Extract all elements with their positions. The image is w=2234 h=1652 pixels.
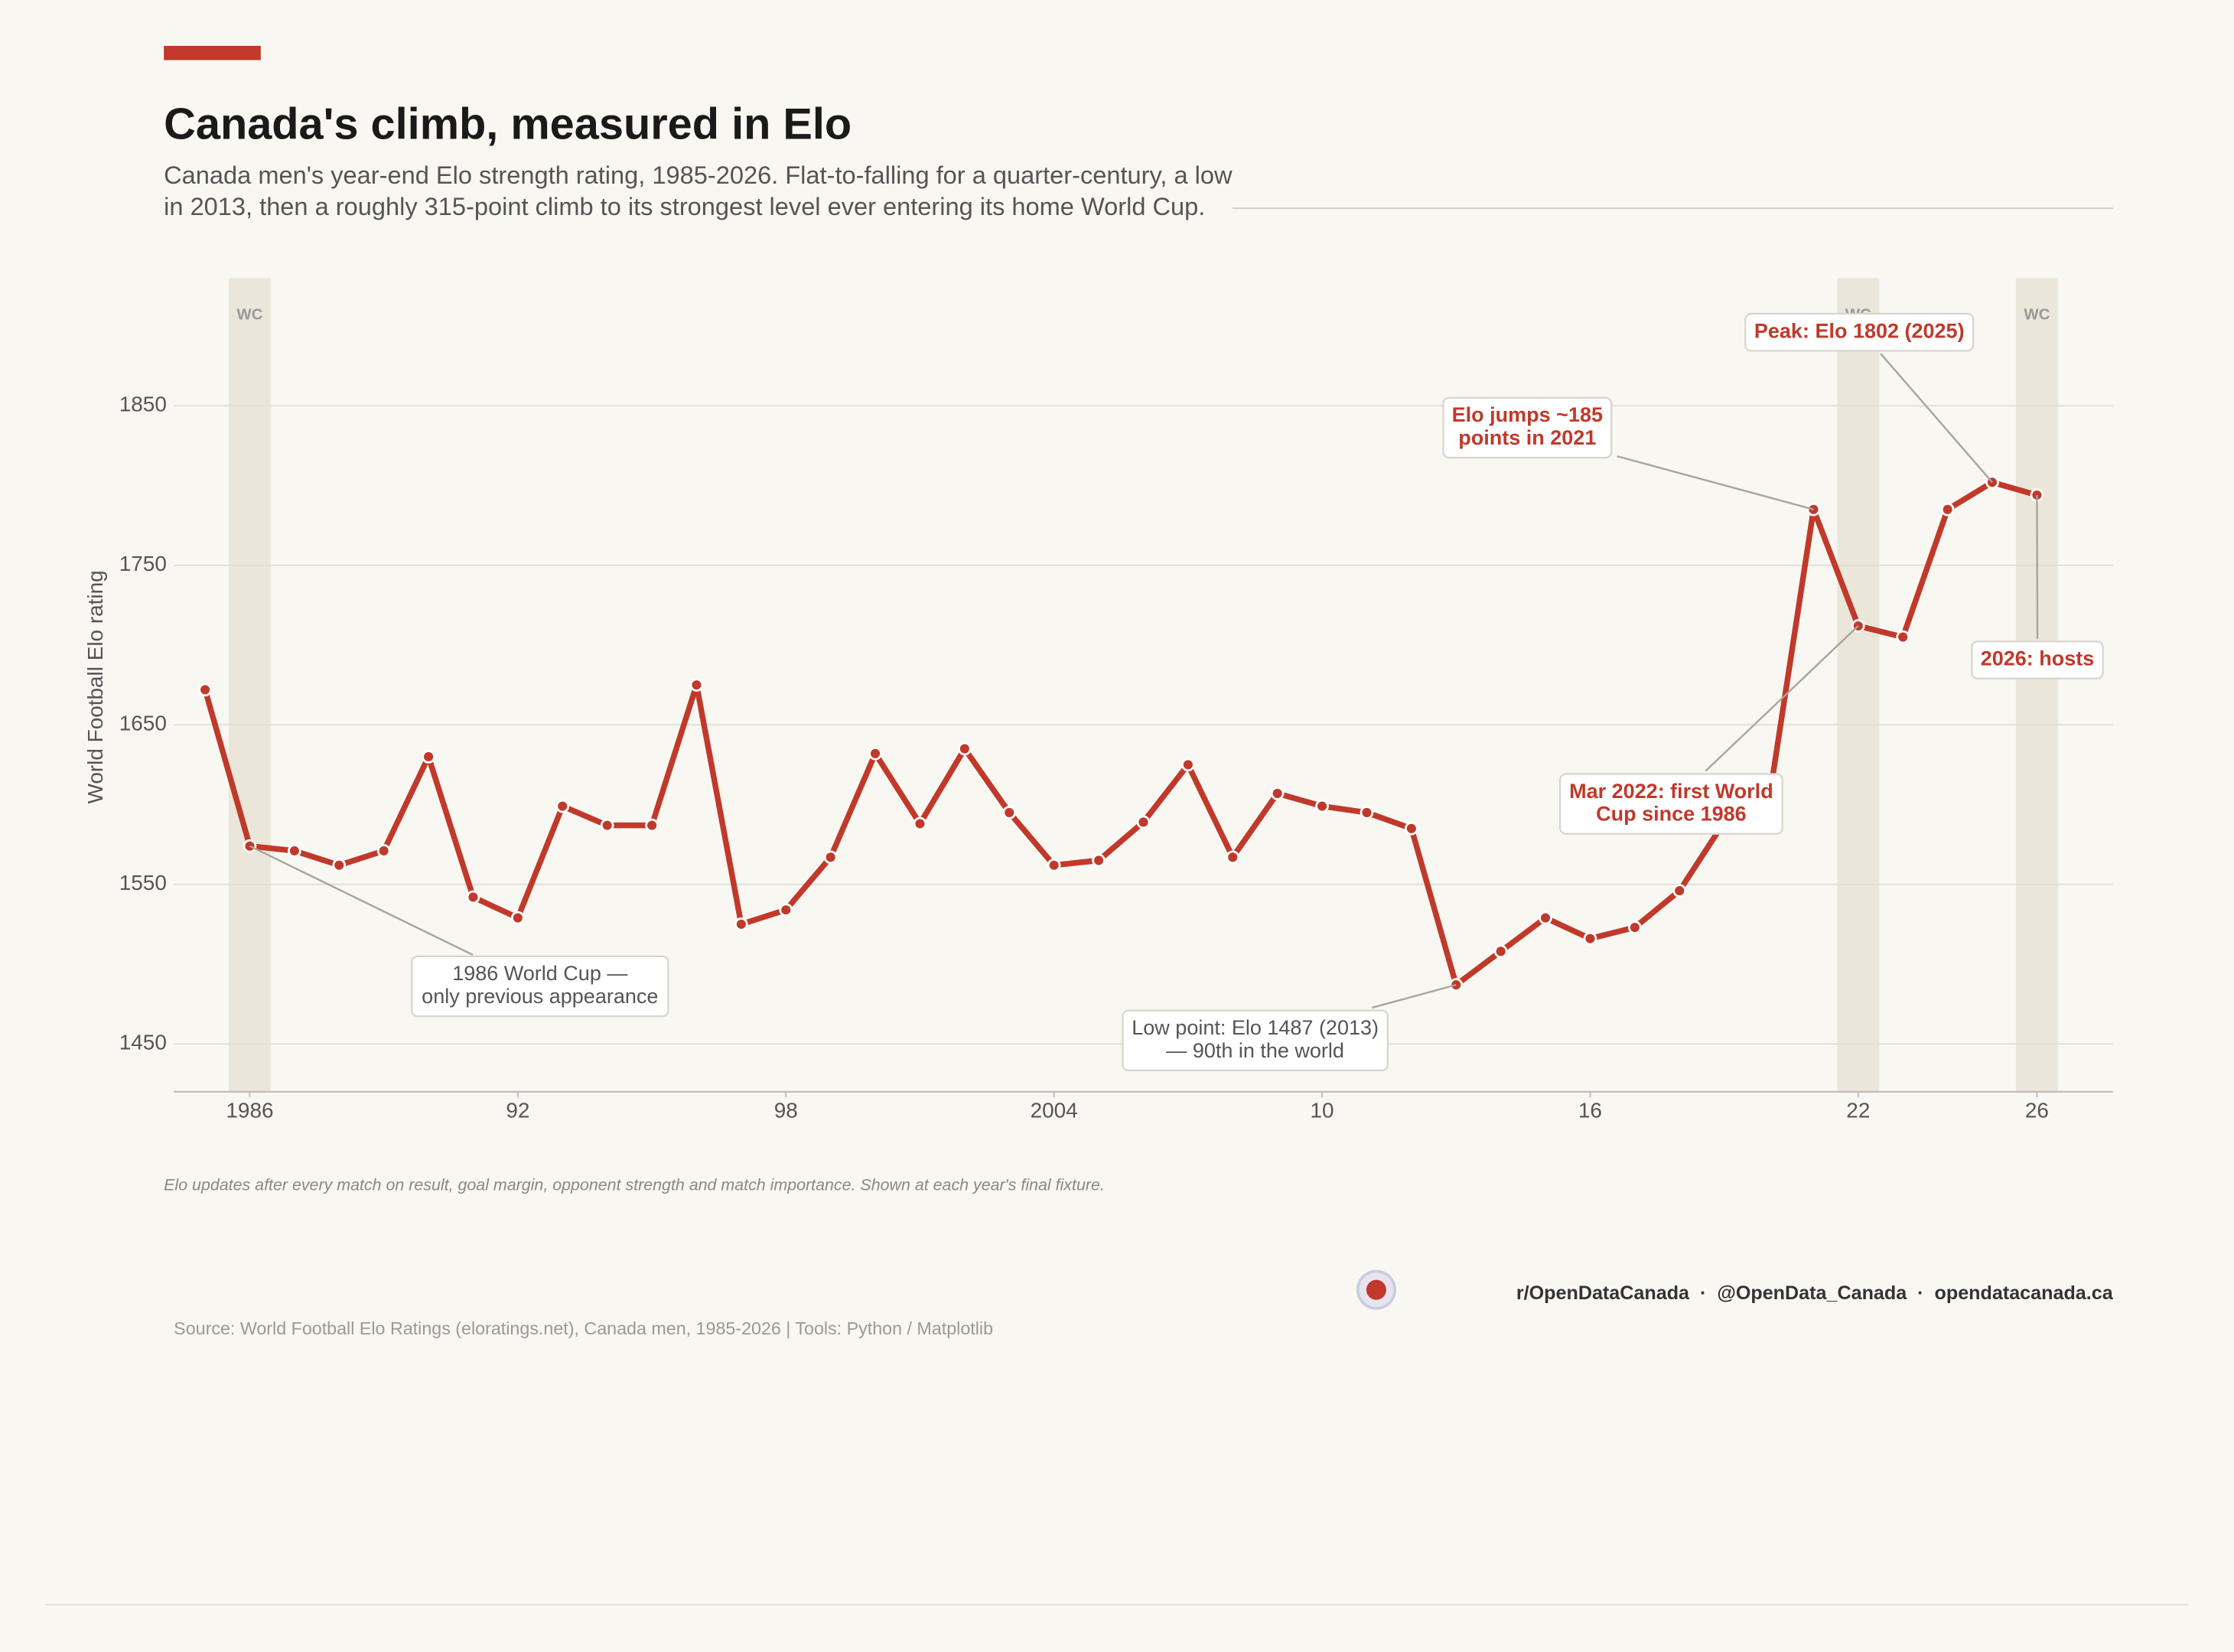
point	[288, 844, 301, 858]
point	[1627, 920, 1642, 934]
annotation-box	[1971, 640, 2104, 679]
y-tick-label: 1850	[119, 393, 167, 416]
logo	[1356, 1269, 1396, 1310]
annotation-connector	[1880, 353, 1993, 484]
point	[1136, 815, 1151, 829]
accent-bar	[164, 45, 261, 60]
point	[600, 818, 614, 833]
x-tick-label: 2004	[1031, 1098, 1078, 1122]
point	[645, 818, 659, 833]
point	[1493, 944, 1508, 959]
point	[511, 911, 525, 925]
annotation-text: Low point: Elo 1487 (2013)	[1132, 1016, 1379, 1039]
annotation-connector	[249, 845, 474, 956]
x-tick-label: 26	[2025, 1098, 2049, 1122]
point	[1181, 758, 1195, 772]
point	[198, 683, 212, 697]
point	[1360, 806, 1374, 819]
annotation-text: Peak: Elo 1802 (2025)	[1754, 319, 1965, 342]
y-tick-label: 1550	[119, 871, 167, 894]
world-cup-band	[229, 278, 271, 1092]
annotation-connector	[1617, 455, 1814, 510]
point	[555, 799, 570, 813]
point	[422, 750, 435, 764]
point	[1092, 853, 1106, 868]
point	[466, 890, 480, 904]
point	[1806, 502, 1821, 516]
point	[958, 741, 972, 756]
annotation-connector	[1372, 983, 1457, 1009]
annotation-box	[1122, 1009, 1389, 1071]
x-tick-label: 92	[506, 1098, 529, 1122]
x-tick-label: 1986	[226, 1098, 273, 1122]
point	[376, 844, 391, 858]
world-cup-label: WC	[2024, 305, 2050, 323]
annotation-text: — 90th in the world	[1166, 1039, 1344, 1062]
annotation-text: Elo jumps ~185	[1452, 403, 1603, 426]
plot-area: WCWCWC1450155016501750185019869298200410…	[119, 278, 2113, 1122]
annotation-box	[1442, 396, 1613, 459]
point	[1270, 787, 1285, 800]
logo-leaf	[1366, 1279, 1386, 1300]
annotation-text: only previous appearance	[422, 985, 658, 1008]
world-cup-label: WC	[236, 305, 262, 323]
annotation-box	[411, 955, 669, 1018]
credits: r/OpenDataCanada · @OpenData_Canada · op…	[1516, 1282, 2114, 1304]
chart-subtitle: in 2013, then a roughly 315-point climb …	[164, 193, 1205, 220]
point	[1672, 884, 1687, 898]
y-tick-label: 1450	[119, 1031, 167, 1054]
point	[1539, 911, 1552, 925]
point	[1315, 799, 1329, 813]
point	[1226, 850, 1240, 865]
x-tick-label: 22	[1846, 1098, 1870, 1122]
point	[779, 903, 793, 917]
point	[868, 746, 882, 761]
chart-subtitle: Canada men's year-end Elo strength ratin…	[164, 161, 1233, 189]
annotation-connector	[1705, 625, 1859, 772]
world-cup-band	[1837, 278, 1880, 1092]
note: Elo updates after every match on result,…	[164, 1175, 1105, 1194]
source: Source: World Football Elo Ratings (elor…	[174, 1318, 993, 1338]
annotation-text: 1986 World Cup —	[452, 962, 627, 985]
annotation-box	[1744, 312, 1975, 352]
point	[1896, 630, 1910, 644]
x-tick-label: 98	[774, 1098, 798, 1122]
annotation-text: 2026: hosts	[1981, 647, 2095, 670]
annotation-text: points in 2021	[1458, 426, 1596, 449]
point	[823, 850, 838, 865]
point	[689, 678, 704, 692]
annotation-text: Mar 2022: first World	[1569, 780, 1773, 803]
point	[1404, 821, 1418, 836]
chart-title: Canada's climb, measured in Elo	[164, 99, 852, 148]
point	[1940, 502, 1955, 516]
x-tick-label: 16	[1578, 1098, 1602, 1122]
point	[1047, 858, 1061, 872]
point	[1583, 931, 1597, 946]
point	[332, 858, 347, 872]
annotation-text: Cup since 1986	[1596, 803, 1747, 826]
point	[1002, 806, 1017, 819]
world-cup-band	[2015, 278, 2058, 1092]
x-tick-label: 10	[1311, 1098, 1334, 1122]
annotation-box	[1559, 773, 1783, 835]
y-tick-label: 1650	[119, 712, 167, 735]
point	[734, 917, 748, 931]
y-axis-label: World Football Elo rating	[83, 570, 107, 803]
y-tick-label: 1750	[119, 552, 167, 575]
point	[913, 816, 927, 831]
